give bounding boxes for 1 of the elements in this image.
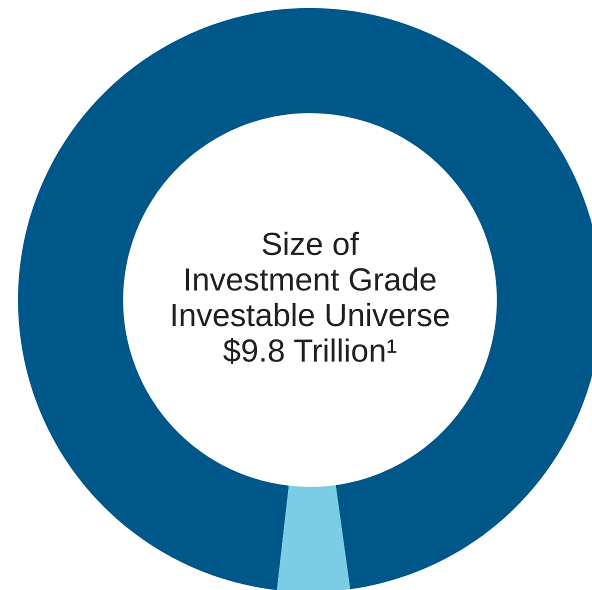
text: Size of Investment Grade Investable Universe $9.8 Trillion¹ xyxy=(172,232,449,364)
